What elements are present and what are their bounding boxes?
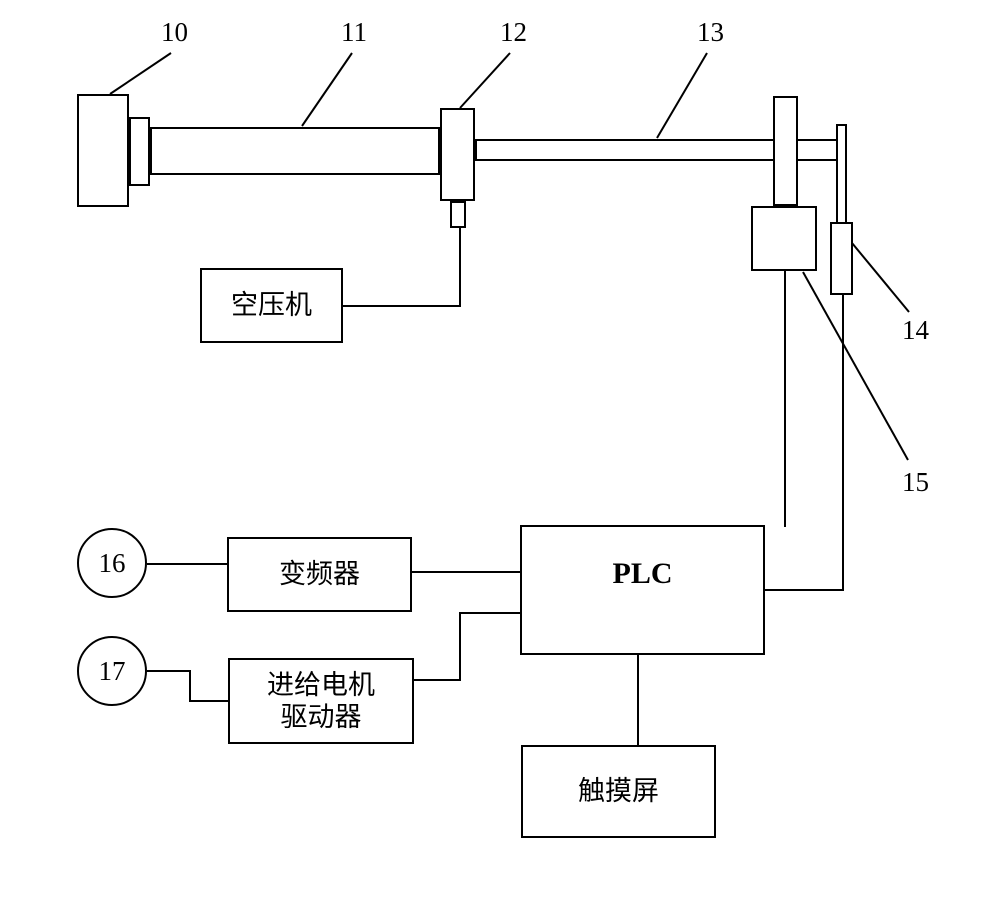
circle-16: 16 (77, 528, 147, 598)
touchscreen-block: 触摸屏 (521, 745, 716, 838)
conn-box15-plc (784, 271, 786, 527)
callout-15: 15 (902, 467, 929, 498)
diagram-canvas: 空压机 变频器 进给电机 驱动器 PLC 触摸屏 16 17 10 11 12 … (0, 0, 1000, 901)
plc-label: PLC (613, 557, 673, 591)
box-15 (751, 206, 817, 271)
callout-11: 11 (341, 17, 367, 48)
block-10 (77, 94, 129, 207)
callout-13: 13 (697, 17, 724, 48)
feed-driver-block: 进给电机 驱动器 (228, 658, 414, 744)
conn-c17-v (189, 670, 191, 701)
conn-tip12-h (343, 305, 461, 307)
circle-16-label: 16 (99, 548, 126, 579)
conn-plc-touch (637, 655, 639, 746)
circle-17-label: 17 (99, 656, 126, 687)
plc-block: PLC (520, 525, 765, 655)
inverter-label: 变频器 (279, 558, 360, 590)
air-compressor-label: 空压机 (231, 289, 312, 321)
air-compressor-block: 空压机 (200, 268, 343, 343)
conn-drv-h1 (413, 679, 460, 681)
circle-17: 17 (77, 636, 147, 706)
conn-drv-v (459, 612, 461, 681)
vblock-right-1 (773, 96, 798, 206)
block-12 (440, 108, 475, 201)
callout-12: 12 (500, 17, 527, 48)
feed-driver-label: 进给电机 驱动器 (267, 669, 375, 734)
conn-tip12-v (459, 228, 461, 307)
conn-c17-h1 (147, 670, 190, 672)
callout-10: 10 (161, 17, 188, 48)
tip-12 (450, 201, 466, 228)
conn-c17-h2 (189, 700, 229, 702)
shaft-11 (150, 127, 440, 175)
collar-10 (129, 117, 150, 186)
conn-drv-h2 (459, 612, 521, 614)
touchscreen-label: 触摸屏 (578, 775, 659, 807)
conn-c16-inv (147, 563, 228, 565)
conn-box14-v (842, 295, 844, 591)
callout-14: 14 (902, 315, 929, 346)
conn-inv-plc (412, 571, 521, 573)
conn-box14-h (765, 589, 844, 591)
inverter-block: 变频器 (227, 537, 412, 612)
box-14 (830, 222, 853, 295)
